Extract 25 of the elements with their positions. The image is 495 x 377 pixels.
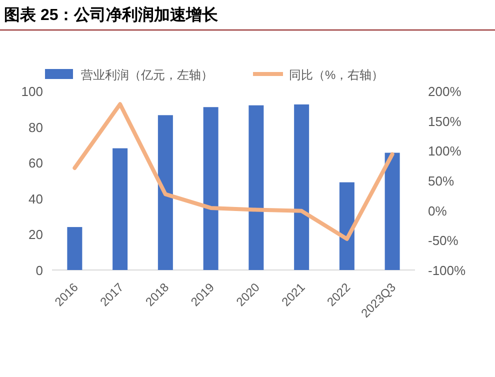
bar bbox=[112, 148, 128, 270]
bar bbox=[384, 152, 400, 270]
legend-label: 同比（%，右轴） bbox=[289, 68, 384, 82]
bar bbox=[248, 105, 264, 270]
y2-tick-label: 50% bbox=[428, 174, 454, 188]
bar bbox=[339, 182, 354, 270]
y-tick-label: 20 bbox=[28, 227, 43, 242]
y2-tick-label: 150% bbox=[428, 114, 462, 129]
line-series bbox=[72, 102, 394, 241]
y2-tick-label: 200% bbox=[428, 84, 462, 99]
y2-tick-label: 100% bbox=[428, 144, 462, 159]
bar bbox=[67, 227, 82, 270]
bar bbox=[158, 115, 173, 270]
y2-tick-label: -100% bbox=[428, 263, 466, 278]
bar bbox=[294, 104, 310, 270]
chart-title: 图表 25：公司净利润加速增长 bbox=[4, 6, 220, 24]
y-tick-label: 80 bbox=[28, 120, 43, 135]
y-tick-label: 0 bbox=[36, 263, 43, 278]
y-tick-label: 60 bbox=[28, 156, 43, 171]
y-tick-label: 40 bbox=[28, 191, 43, 206]
y2-tick-label: -50% bbox=[428, 233, 459, 248]
y2-tick-label: 0% bbox=[428, 203, 448, 218]
legend-label: 营业利润（亿元，左轴） bbox=[81, 68, 213, 82]
bar bbox=[203, 107, 218, 270]
y-tick-label: 100 bbox=[21, 84, 43, 99]
